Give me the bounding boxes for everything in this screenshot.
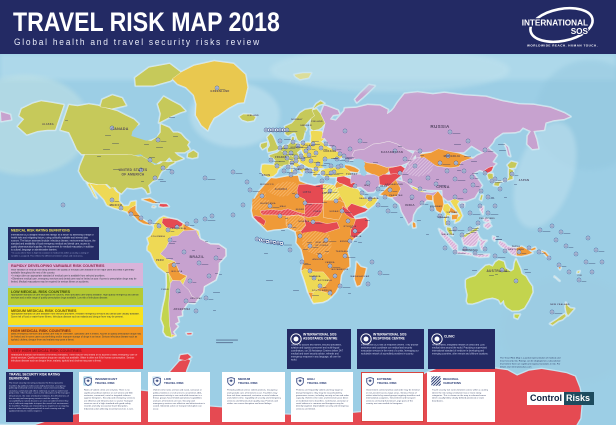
svg-text:ETHIOPIA: ETHIOPIA	[344, 225, 357, 228]
svg-text:INDONESIA: INDONESIA	[462, 249, 478, 252]
svg-text:FRANCE: FRANCE	[275, 156, 287, 159]
svg-text:PAPUA: PAPUA	[512, 245, 521, 248]
svg-text:VENEZUELA: VENEZUELA	[170, 227, 186, 230]
svg-text:SWEDEN: SWEDEN	[300, 125, 312, 127]
svg-text:GREENLAND: GREENLAND	[210, 89, 229, 93]
svg-text:DEM. REP.: DEM. REP.	[316, 242, 329, 244]
svg-text:IRAQ: IRAQ	[364, 184, 370, 187]
svg-text:CHAD: CHAD	[313, 210, 321, 213]
svg-text:NIGER: NIGER	[296, 209, 305, 211]
svg-text:CHILE: CHILE	[161, 289, 169, 291]
svg-text:MADAGASCAR: MADAGASCAR	[350, 275, 369, 278]
svg-text:UKRAINE: UKRAINE	[324, 150, 337, 153]
svg-text:NIGERIA: NIGERIA	[298, 220, 309, 223]
svg-text:INDIA: INDIA	[405, 203, 415, 207]
svg-text:NEW ZEALAND: NEW ZEALAND	[550, 303, 570, 306]
svg-text:AFGHANISTAN: AFGHANISTAN	[385, 183, 403, 186]
svg-text:SUDAN: SUDAN	[329, 210, 338, 213]
svg-text:MALAYSIA: MALAYSIA	[442, 233, 455, 236]
svg-text:MEXICO: MEXICO	[110, 203, 123, 207]
svg-text:OF AMERICA: OF AMERICA	[121, 173, 144, 177]
svg-text:OF CONGO: OF CONGO	[315, 245, 328, 247]
svg-text:FINLAND: FINLAND	[311, 120, 323, 123]
svg-text:ICELAND: ICELAND	[247, 114, 259, 117]
svg-text:NEW GUINEA: NEW GUINEA	[508, 248, 524, 251]
svg-text:MALI: MALI	[280, 205, 287, 208]
svg-text:KENYA: KENYA	[340, 240, 349, 243]
svg-text:EGYPT: EGYPT	[322, 192, 332, 195]
svg-text:CANADA: CANADA	[111, 127, 128, 131]
svg-text:SOS: SOS	[571, 27, 589, 36]
svg-text:POLAND: POLAND	[303, 144, 314, 147]
svg-text:INTERNATIONAL: INTERNATIONAL	[522, 19, 588, 28]
svg-text:NAMIBIA: NAMIBIA	[309, 275, 321, 278]
svg-text:CHINA: CHINA	[436, 185, 450, 189]
svg-text:ALGERIA: ALGERIA	[275, 188, 288, 191]
svg-text:COLOMBIA: COLOMBIA	[151, 235, 165, 238]
svg-text:KAZAKHSTAN: KAZAKHSTAN	[381, 150, 403, 154]
svg-text:NORWAY: NORWAY	[291, 118, 303, 121]
svg-text:MAURITANIA: MAURITANIA	[260, 202, 276, 205]
svg-text:SOUTH AFRICA: SOUTH AFRICA	[312, 289, 332, 292]
svg-text:IRAN: IRAN	[380, 185, 387, 188]
svg-text:RUSSIA: RUSSIA	[430, 124, 450, 129]
svg-text:MONGOLIA: MONGOLIA	[444, 154, 461, 158]
svg-text:SPAIN: SPAIN	[262, 174, 271, 177]
svg-text:ZAMBIA: ZAMBIA	[325, 261, 335, 264]
svg-text:MOROCCO: MOROCCO	[260, 184, 274, 186]
svg-text:FIJI: FIJI	[578, 275, 583, 277]
svg-text:PAKISTAN: PAKISTAN	[389, 194, 402, 197]
svg-text:TANZANIA: TANZANIA	[336, 250, 349, 253]
svg-text:BOLIVIA: BOLIVIA	[172, 270, 183, 273]
svg-text:ARGENTINA: ARGENTINA	[174, 308, 191, 311]
svg-text:ALASKA: ALASKA	[42, 123, 54, 126]
svg-text:UNITED STATES: UNITED STATES	[119, 168, 148, 172]
svg-text:BOTSWANA: BOTSWANA	[318, 279, 332, 282]
svg-text:JAPAN: JAPAN	[519, 178, 530, 182]
svg-text:URUGUAY: URUGUAY	[190, 297, 202, 300]
svg-text:SAUDI ARABIA: SAUDI ARABIA	[359, 197, 379, 200]
svg-text:ANGOLA: ANGOLA	[312, 258, 323, 261]
svg-text:SOMALIA: SOMALIA	[350, 235, 362, 238]
svg-text:BRAZIL: BRAZIL	[190, 255, 205, 259]
svg-text:LIBYA: LIBYA	[303, 191, 311, 194]
svg-text:VIETNAM: VIETNAM	[446, 211, 457, 214]
svg-text:PHILIPPINES: PHILIPPINES	[479, 218, 495, 220]
svg-text:TURKEY: TURKEY	[346, 173, 358, 176]
svg-text:MOZAMBIQUE: MOZAMBIQUE	[332, 268, 349, 271]
svg-text:PERU: PERU	[156, 259, 164, 262]
svg-text:GERMANY: GERMANY	[290, 146, 304, 149]
svg-text:MYANMAR: MYANMAR	[430, 205, 443, 208]
svg-text:THAILAND: THAILAND	[437, 216, 450, 219]
svg-text:ITALY: ITALY	[295, 168, 303, 171]
svg-text:AUSTRALIA: AUSTRALIA	[486, 269, 508, 273]
